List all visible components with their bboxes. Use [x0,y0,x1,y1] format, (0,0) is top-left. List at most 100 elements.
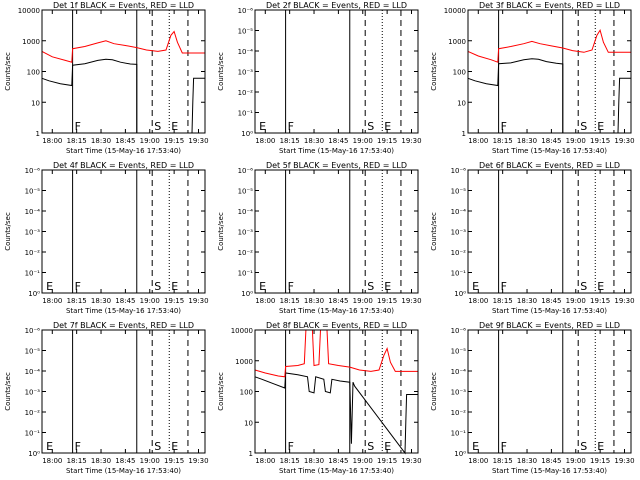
x-tick-label: 18:15 [493,297,513,305]
x-tick-label: 19:00 [353,137,373,145]
event-marker-e: E [472,280,479,293]
y-axis-label: Counts/sec [4,212,12,251]
y-tick-label: 10⁻⁴ [238,208,254,216]
y-tick-label: 10⁻⁵ [238,28,254,36]
x-tick-label: 18:30 [304,297,324,305]
event-marker-f: F [75,280,81,293]
y-tick-label: 10⁻¹ [451,430,467,438]
axes-frame [254,329,419,454]
y-tick-label: 10⁻⁶ [25,167,41,175]
y-tick-label: 100 [240,389,253,397]
x-axis-label: Start Time (15-May-16 17:53:40) [492,147,607,155]
x-tick-label: 19:30 [614,137,634,145]
y-tick-label: 10⁻³ [451,229,467,237]
x-tick-label: 19:30 [401,457,421,465]
x-tick-label: 18:45 [328,297,348,305]
y-tick-label: 10⁰ [454,450,466,458]
x-axis-label: Start Time (15-May-16 17:53:40) [66,147,181,155]
x-tick-label: 18:30 [91,297,111,305]
x-tick-label: 18:30 [517,457,537,465]
y-tick-label: 10⁻² [25,249,41,257]
x-tick-label: 18:45 [115,457,135,465]
x-tick-label: 19:30 [614,457,634,465]
y-axis-label: Counts/sec [4,372,12,411]
y-tick-label: 10⁻³ [238,69,254,77]
y-tick-label: 10⁻⁴ [238,48,254,56]
axes-frame [41,329,206,454]
y-tick-label: 10⁰ [454,290,466,298]
y-tick-label: 10⁻⁵ [238,188,254,196]
x-tick-label: 18:15 [280,457,300,465]
event-marker-f: F [288,440,294,453]
x-tick-label: 19:15 [164,137,184,145]
x-tick-label: 19:15 [377,297,397,305]
y-tick-label: 10000 [18,7,40,15]
panel-det-3f: Det 3f BLACK = Events, RED = LLD F S E 1 10 10… [430,1,635,155]
event-marker-e: E [46,280,53,293]
y-tick-label: 10⁰ [28,450,40,458]
y-tick-label: 10⁻⁴ [451,208,467,216]
y-axis-label: Counts/sec [430,372,438,411]
event-marker-s: S [580,280,587,293]
event-marker-f: F [501,440,507,453]
x-tick-label: 18:45 [328,457,348,465]
y-tick-label: 10⁻⁴ [25,208,41,216]
x-tick-label: 18:00 [468,137,488,145]
y-tick-label: 10 [31,99,40,107]
x-tick-label: 18:15 [67,297,87,305]
y-tick-label: 1 [249,450,253,458]
x-tick-label: 19:00 [140,297,160,305]
y-tick-label: 10⁻³ [451,389,467,397]
y-tick-label: 10⁻⁶ [25,327,41,335]
x-tick-label: 18:30 [91,457,111,465]
x-tick-label: 18:00 [255,457,275,465]
series-lld [41,30,205,63]
y-tick-label: 10 [457,99,466,107]
event-marker-s: S [367,280,374,293]
series-events [254,372,418,455]
y-tick-label: 10⁻¹ [238,270,254,278]
y-axis-label: Counts/sec [430,212,438,251]
y-axis-label: Counts/sec [217,52,225,91]
x-tick-label: 18:00 [468,457,488,465]
y-tick-label: 10⁰ [28,290,40,298]
event-marker-s: S [154,440,161,453]
y-tick-label: 10⁻² [451,409,467,417]
y-tick-label: 1 [462,130,466,138]
y-tick-label: 10 [244,419,253,427]
x-tick-label: 18:00 [255,297,275,305]
axes-frame [254,169,419,294]
panel-title: Det 6f BLACK = Events, RED = LLD [479,161,620,170]
x-tick-label: 18:00 [42,137,62,145]
event-marker-e: E [46,440,53,453]
panel-title: Det 7f BLACK = Events, RED = LLD [53,321,194,330]
panel-title: Det 2f BLACK = Events, RED = LLD [266,1,407,10]
event-marker-s: S [580,120,587,133]
y-axis-label: Counts/sec [217,212,225,251]
x-axis-label: Start Time (15-May-16 17:53:40) [279,307,394,315]
x-tick-label: 19:15 [590,137,610,145]
event-marker-s: S [367,120,374,133]
x-axis-label: Start Time (15-May-16 17:53:40) [492,467,607,475]
x-tick-label: 18:15 [493,137,513,145]
y-tick-label: 10000 [231,327,253,335]
y-tick-label: 10⁻⁶ [451,327,467,335]
x-tick-label: 19:30 [188,457,208,465]
event-marker-f: F [75,120,81,133]
event-marker-e: E [597,120,604,133]
x-axis-label: Start Time (15-May-16 17:53:40) [66,307,181,315]
y-tick-label: 10⁻⁵ [25,348,41,356]
x-tick-label: 19:30 [188,137,208,145]
y-axis-label: Counts/sec [217,372,225,411]
event-marker-f: F [501,120,507,133]
event-marker-e: E [384,440,391,453]
event-marker-s: S [367,440,374,453]
panel-det-1f: Det 1f BLACK = Events, RED = LLD F S E 1 10 10… [4,1,209,155]
axes-frame [41,169,206,294]
x-tick-label: 18:30 [517,137,537,145]
x-tick-label: 18:30 [517,297,537,305]
